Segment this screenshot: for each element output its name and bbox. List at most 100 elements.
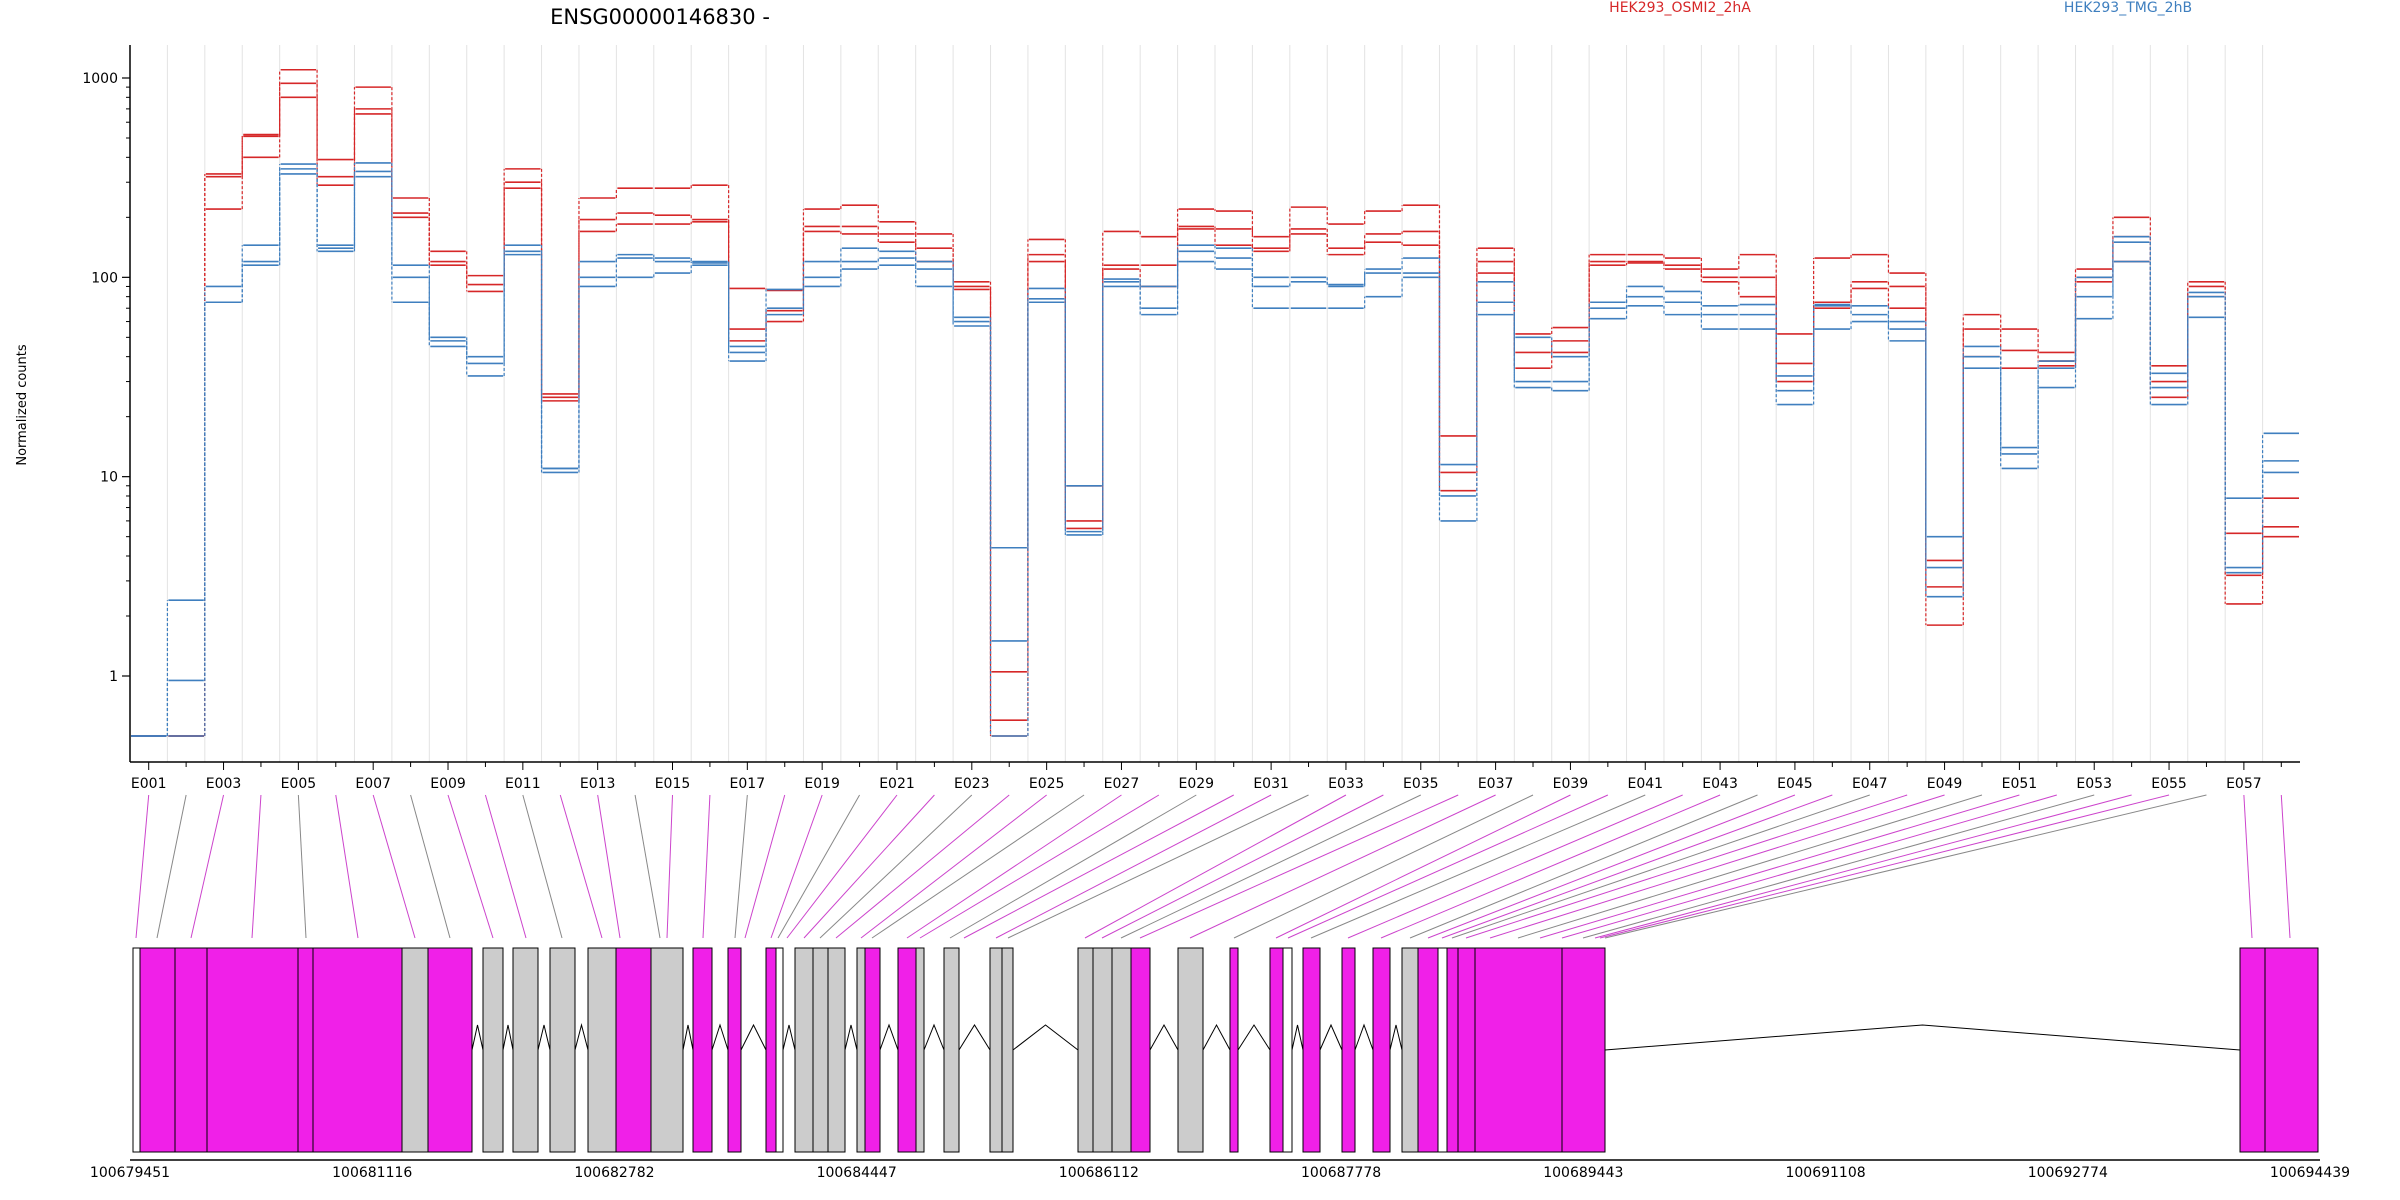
exon-connector <box>963 794 1234 939</box>
exon-connector <box>906 794 1122 939</box>
exon-label: E025 <box>1029 776 1065 792</box>
exon-label: E017 <box>730 776 766 792</box>
exon-connector <box>1347 794 1683 939</box>
exon-connector <box>1233 794 1534 939</box>
exon-connector <box>1409 794 1758 939</box>
genomic-coordinate-label: 100687778 <box>1301 1165 1381 1181</box>
intron-line <box>782 1024 796 1051</box>
exon-label: E021 <box>879 776 915 792</box>
exon-label: E041 <box>1627 776 1663 792</box>
exon-connector <box>1599 794 2170 939</box>
exon-block <box>297 947 314 1153</box>
exon-label: E029 <box>1179 776 1215 792</box>
exon-block <box>2239 947 2266 1153</box>
exon-block <box>1474 947 1563 1153</box>
exon-block <box>1282 947 1293 1153</box>
exon-block <box>2264 947 2319 1153</box>
intron-line <box>844 1024 858 1051</box>
exon-block <box>943 947 960 1153</box>
exon-connector <box>1139 794 1459 939</box>
intron-line <box>711 1023 729 1051</box>
exon-connector <box>1517 794 1983 939</box>
exon-connector <box>1287 794 1609 939</box>
exon-connector <box>860 794 1047 939</box>
exon-block <box>1302 947 1321 1153</box>
exon-block <box>1401 947 1419 1153</box>
exon-block <box>427 947 473 1153</box>
exon-connector <box>156 794 187 939</box>
exon-block <box>897 947 917 1153</box>
exon-label: E011 <box>505 776 541 792</box>
intron-line <box>574 1023 589 1051</box>
intron-line <box>923 1023 945 1051</box>
exon-label: E037 <box>1478 776 1514 792</box>
exon-connector <box>1582 794 2095 939</box>
exon-connector <box>297 794 307 939</box>
exon-label: E053 <box>2076 776 2112 792</box>
intron-line <box>1012 1024 1079 1051</box>
exon-connector <box>1427 794 1796 939</box>
genomic-coordinate-axis: 100679451 100681116 100682782 100684447 1006… <box>90 1159 2350 1181</box>
series-layer <box>131 68 2299 737</box>
y-tick-label: 1 <box>109 669 118 685</box>
exon-block <box>174 947 208 1153</box>
legend-label-osmi2: HEK293_OSMI2_2hA <box>1609 0 1751 16</box>
exon-connector <box>559 794 603 939</box>
exon-block <box>1457 947 1476 1153</box>
exon-block <box>512 947 539 1153</box>
exon-connector <box>484 794 527 939</box>
intron-line <box>502 1024 514 1051</box>
exon-block <box>727 947 742 1153</box>
exon-connector-lines <box>135 794 2291 939</box>
exon-block <box>139 947 176 1153</box>
exon-label: E015 <box>655 776 691 792</box>
intron-line <box>1149 1023 1179 1051</box>
chart-title: ENSG00000146830 - <box>550 5 770 29</box>
genomic-coordinate-label: 100692774 <box>2028 1165 2108 1181</box>
exon-connector <box>1007 794 1309 939</box>
exon-connector <box>1465 794 1908 939</box>
intron-line <box>1319 1023 1343 1051</box>
series-5 <box>131 173 2299 737</box>
exon-connector <box>949 794 1197 939</box>
exon-block <box>1372 947 1391 1153</box>
exon-connector <box>835 794 1010 939</box>
exon-connector <box>871 794 1085 939</box>
exon-block <box>812 947 829 1153</box>
exon-connector <box>1561 794 2057 939</box>
genomic-coordinate-label: 100679451 <box>90 1165 170 1181</box>
exon-label: E039 <box>1553 776 1589 792</box>
genomic-coordinate-label: 100689443 <box>1543 1165 1623 1181</box>
exon-label: E033 <box>1328 776 1364 792</box>
exon-connector <box>1539 794 2020 939</box>
exon-block <box>856 947 866 1153</box>
exon-block <box>1341 947 1356 1153</box>
exon-connector <box>1275 794 1571 939</box>
exon-connector <box>634 794 661 939</box>
intron-line <box>1354 1023 1374 1051</box>
intron-line <box>879 1023 899 1051</box>
intron-line <box>1291 1024 1304 1051</box>
exon-block <box>587 947 617 1153</box>
genomic-coordinate-label: 100681116 <box>332 1165 412 1181</box>
exon-block <box>482 947 504 1153</box>
exon-connector <box>1310 794 1646 939</box>
exon-label: E035 <box>1403 776 1439 792</box>
exon-connector <box>770 794 823 939</box>
exon-block <box>827 947 846 1153</box>
exon-connector <box>335 794 359 939</box>
exon-block <box>401 947 429 1153</box>
exon-block <box>775 947 784 1153</box>
exon-connector <box>666 794 673 939</box>
exon-connector <box>1120 794 1421 939</box>
genomic-coordinate-label: 100686112 <box>1059 1165 1139 1181</box>
intron-line <box>537 1024 551 1051</box>
exon-connector <box>2243 794 2253 939</box>
exon-block <box>1111 947 1132 1153</box>
exon-connector <box>734 794 748 939</box>
genomic-coordinate-label: 100684447 <box>817 1165 897 1181</box>
y-axis: 1 10 100 1000 <box>82 45 131 762</box>
exon-connector <box>597 794 621 939</box>
exon-block <box>692 947 713 1153</box>
